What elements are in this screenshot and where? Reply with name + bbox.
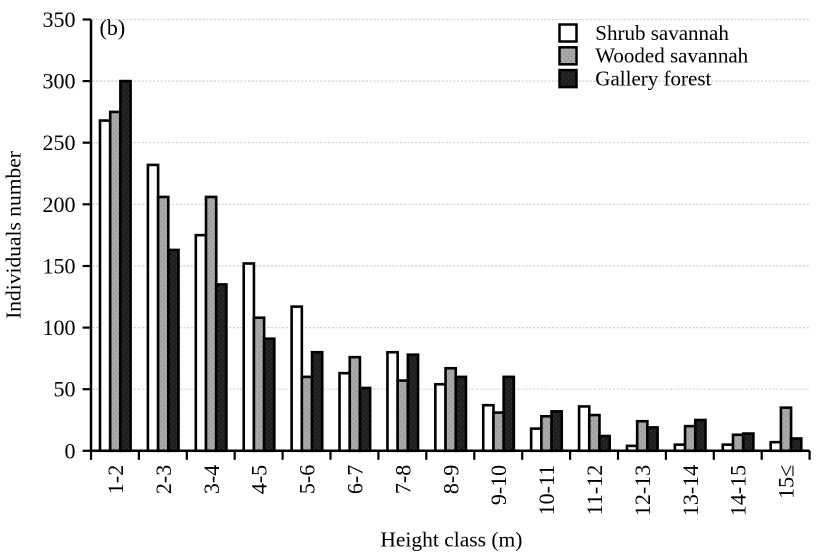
- svg-text:12-13: 12-13: [630, 465, 655, 516]
- svg-text:15≤: 15≤: [774, 465, 799, 499]
- svg-text:Gallery forest: Gallery forest: [595, 67, 711, 91]
- svg-text:100: 100: [43, 315, 76, 340]
- svg-text:5-6: 5-6: [295, 465, 320, 494]
- svg-text:1-2: 1-2: [103, 465, 128, 494]
- svg-text:3-4: 3-4: [199, 465, 224, 494]
- svg-text:250: 250: [43, 130, 76, 155]
- svg-text:10-11: 10-11: [534, 465, 559, 516]
- svg-text:Height class (m): Height class (m): [380, 528, 522, 552]
- svg-text:Wooded savannah: Wooded savannah: [595, 44, 748, 68]
- svg-text:13-14: 13-14: [678, 465, 703, 516]
- svg-text:6-7: 6-7: [343, 465, 368, 494]
- svg-text:4-5: 4-5: [247, 465, 272, 494]
- svg-text:150: 150: [43, 254, 76, 279]
- svg-text:Individuals number: Individuals number: [2, 151, 26, 319]
- svg-text:7-8: 7-8: [390, 465, 415, 494]
- svg-text:8-9: 8-9: [438, 465, 463, 494]
- svg-text:14-15: 14-15: [726, 465, 751, 516]
- svg-text:50: 50: [54, 377, 76, 402]
- svg-text:(b): (b): [100, 15, 126, 40]
- svg-text:9-10: 9-10: [486, 465, 511, 505]
- svg-text:2-3: 2-3: [151, 465, 176, 494]
- svg-text:11-12: 11-12: [582, 465, 607, 516]
- svg-text:0: 0: [65, 438, 76, 463]
- svg-text:350: 350: [43, 7, 76, 32]
- svg-text:300: 300: [43, 69, 76, 94]
- svg-text:Shrub savannah: Shrub savannah: [595, 21, 729, 45]
- svg-text:200: 200: [43, 192, 76, 217]
